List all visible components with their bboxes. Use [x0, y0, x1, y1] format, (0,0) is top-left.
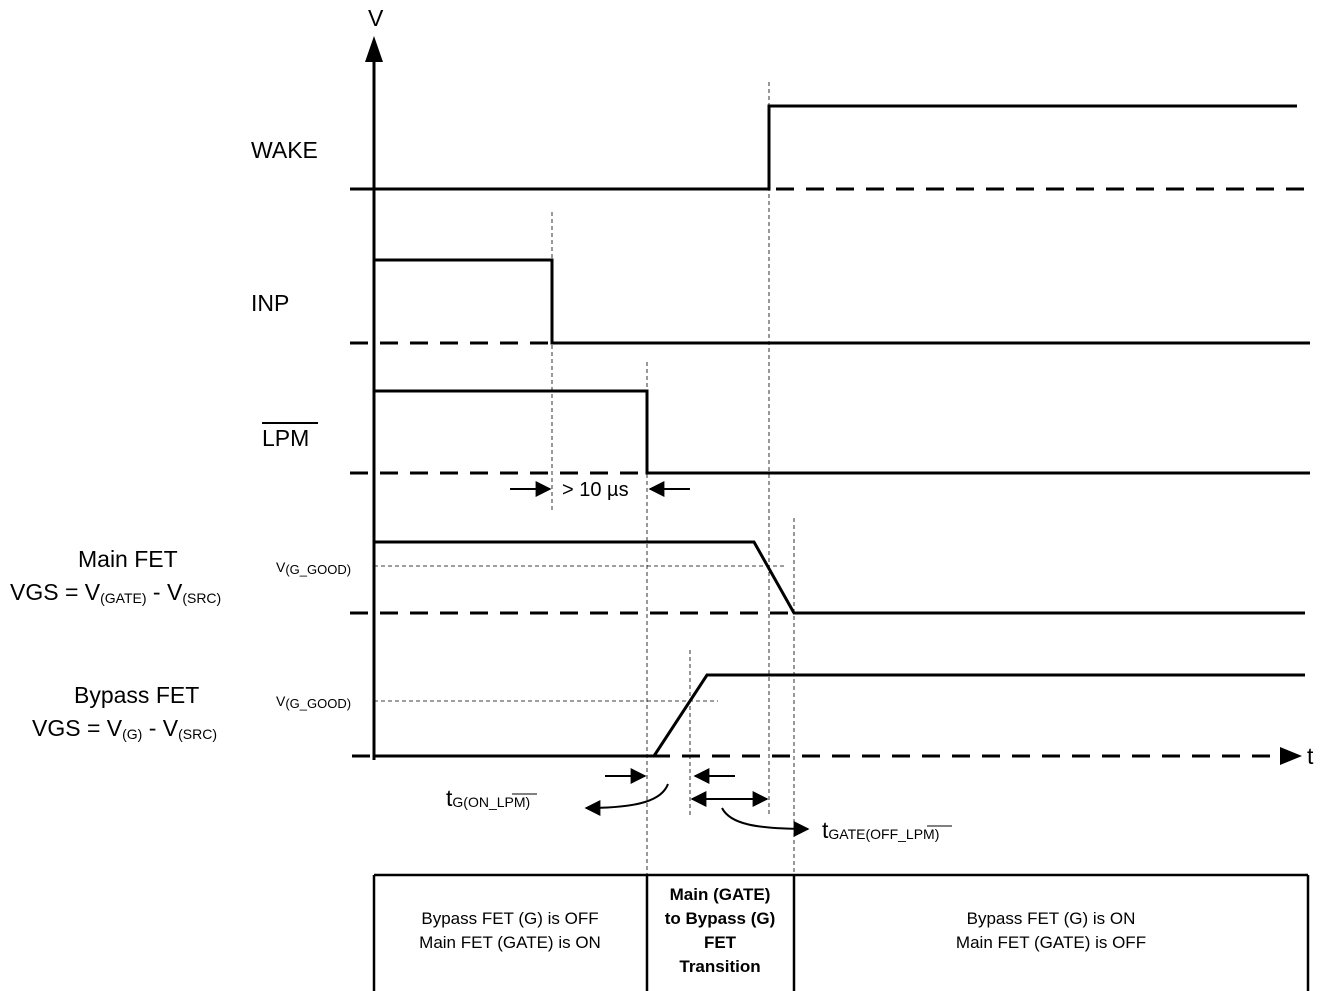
- bypass-fet-waveform: [374, 673, 1305, 758]
- inp-label: INP: [251, 290, 289, 316]
- inp-waveform: [374, 258, 1310, 345]
- table-right-line2: Main FET (GATE) is OFF: [956, 933, 1146, 952]
- table-middle-line3: FET: [704, 933, 737, 952]
- tg-on-curve-arrow: [584, 783, 669, 816]
- table-middle-line1: Main (GATE): [670, 885, 771, 904]
- main-g-good-label: V(G_GOOD): [276, 559, 351, 577]
- table-left-line1: Bypass FET (G) is OFF: [421, 909, 598, 928]
- table-left-line2: Main FET (GATE) is ON: [419, 933, 601, 952]
- bypass-fet-label-line2: VGS = V(G) - V(SRC): [32, 715, 217, 742]
- table-middle-line2: to Bypass (G): [665, 909, 776, 928]
- main-fet-label-line1: Main FET: [78, 546, 178, 572]
- lpm-waveform: [374, 389, 1310, 475]
- wake-waveform: [350, 104, 1297, 191]
- bypass-fet-label-line1: Bypass FET: [74, 682, 199, 708]
- tgate-off-curve-arrow: [721, 807, 810, 837]
- table-middle-line4: Transition: [679, 957, 760, 976]
- tgate-off-label: tGATE(OFF_LPM): [822, 817, 939, 843]
- main-fet-waveform: [374, 540, 1305, 615]
- x-axis-label: t: [1307, 743, 1314, 769]
- main-fet-label-line2: VGS = V(GATE) - V(SRC): [10, 579, 221, 606]
- delay-label: > 10 µs: [562, 479, 629, 501]
- wake-label: WAKE: [251, 137, 318, 163]
- tg-on-label: tG(ON_LPM): [446, 785, 530, 811]
- bypass-g-good-label: V(G_GOOD): [276, 693, 351, 711]
- y-axis-label: V: [368, 5, 384, 31]
- state-table: [372, 873, 1310, 991]
- table-right-line1: Bypass FET (G) is ON: [967, 909, 1136, 928]
- lpm-label: LPM: [262, 425, 309, 451]
- y-axis-arrowhead: [365, 36, 383, 62]
- x-axis-arrowhead: [1280, 747, 1302, 765]
